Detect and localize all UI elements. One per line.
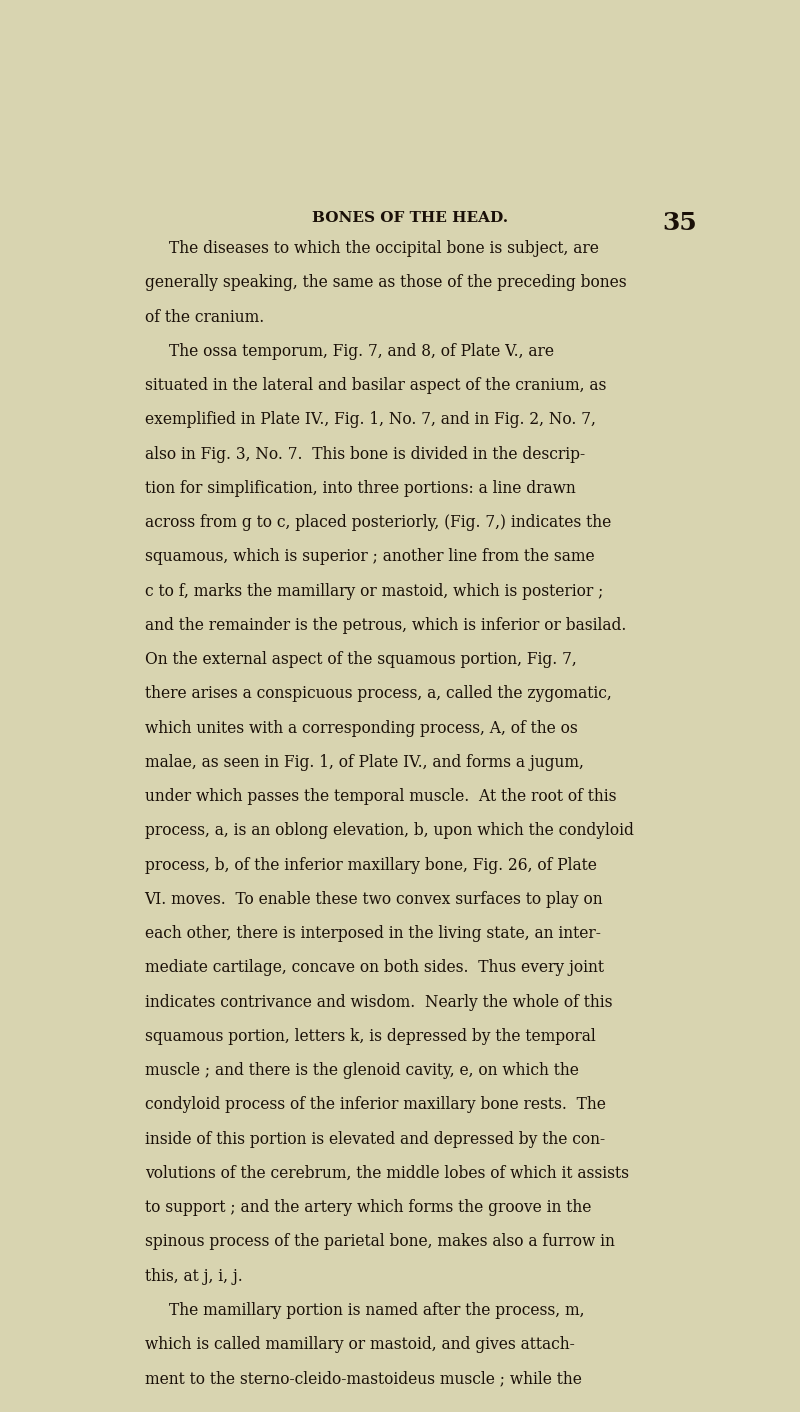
Text: inside of this portion is elevated and depressed by the con-: inside of this portion is elevated and d…	[145, 1131, 605, 1148]
Text: process, a, is an oblong elevation, b, upon which the condyloid: process, a, is an oblong elevation, b, u…	[145, 822, 634, 839]
Text: spinous process of the parietal bone, makes also a furrow in: spinous process of the parietal bone, ma…	[145, 1233, 614, 1250]
Text: situated in the lateral and basilar aspect of the cranium, as: situated in the lateral and basilar aspe…	[145, 377, 606, 394]
Text: exemplified in Plate IV., Fig. 1, No. 7, and in Fig. 2, No. 7,: exemplified in Plate IV., Fig. 1, No. 7,…	[145, 411, 595, 428]
Text: On the external aspect of the squamous portion, Fig. 7,: On the external aspect of the squamous p…	[145, 651, 576, 668]
Text: process, b, of the inferior maxillary bone, Fig. 26, of Plate: process, b, of the inferior maxillary bo…	[145, 857, 597, 874]
Text: muscle ; and there is the glenoid cavity, e, on which the: muscle ; and there is the glenoid cavity…	[145, 1062, 578, 1079]
Text: mediate cartilage, concave on both sides.  Thus every joint: mediate cartilage, concave on both sides…	[145, 959, 604, 976]
Text: there arises a conspicuous process, a, called the zygomatic,: there arises a conspicuous process, a, c…	[145, 685, 611, 702]
Text: ment to the sterno-cleido-mastoideus muscle ; while the: ment to the sterno-cleido-mastoideus mus…	[145, 1370, 582, 1388]
Text: each other, there is interposed in the living state, an inter-: each other, there is interposed in the l…	[145, 925, 601, 942]
Text: indicates contrivance and wisdom.  Nearly the whole of this: indicates contrivance and wisdom. Nearly…	[145, 994, 612, 1011]
Text: squamous portion, letters k, is depressed by the temporal: squamous portion, letters k, is depresse…	[145, 1028, 595, 1045]
Text: malae, as seen in Fig. 1, of Plate IV., and forms a jugum,: malae, as seen in Fig. 1, of Plate IV., …	[145, 754, 583, 771]
Text: generally speaking, the same as those of the preceding bones: generally speaking, the same as those of…	[145, 274, 626, 291]
Text: The ossa temporum, Fig. 7, and 8, of Plate V., are: The ossa temporum, Fig. 7, and 8, of Pla…	[170, 343, 554, 360]
Text: The diseases to which the occipital bone is subject, are: The diseases to which the occipital bone…	[170, 240, 599, 257]
Text: which unites with a corresponding process, A, of the os: which unites with a corresponding proces…	[145, 720, 578, 737]
Text: also in Fig. 3, No. 7.  This bone is divided in the descrip-: also in Fig. 3, No. 7. This bone is divi…	[145, 446, 585, 463]
Text: under which passes the temporal muscle.  At the root of this: under which passes the temporal muscle. …	[145, 788, 616, 805]
Text: volutions of the cerebrum, the middle lobes of which it assists: volutions of the cerebrum, the middle lo…	[145, 1165, 629, 1182]
Text: BONES OF THE HEAD.: BONES OF THE HEAD.	[312, 210, 508, 225]
Text: of the cranium.: of the cranium.	[145, 309, 264, 326]
Text: across from g to c, placed posteriorly, (Fig. 7,) indicates the: across from g to c, placed posteriorly, …	[145, 514, 611, 531]
Text: condyloid process of the inferior maxillary bone rests.  The: condyloid process of the inferior maxill…	[145, 1096, 606, 1113]
Text: to support ; and the artery which forms the groove in the: to support ; and the artery which forms …	[145, 1199, 591, 1216]
Text: 35: 35	[662, 210, 697, 234]
Text: this, at j, i, j.: this, at j, i, j.	[145, 1268, 242, 1285]
Text: VI. moves.  To enable these two convex surfaces to play on: VI. moves. To enable these two convex su…	[145, 891, 603, 908]
Text: c to f, marks the mamillary or mastoid, which is posterior ;: c to f, marks the mamillary or mastoid, …	[145, 583, 603, 600]
Text: squamous, which is superior ; another line from the same: squamous, which is superior ; another li…	[145, 548, 594, 565]
Text: The mamillary portion is named after the process, m,: The mamillary portion is named after the…	[170, 1302, 585, 1319]
Text: and the remainder is the petrous, which is inferior or basilad.: and the remainder is the petrous, which …	[145, 617, 626, 634]
Text: which is called mamillary or mastoid, and gives attach-: which is called mamillary or mastoid, an…	[145, 1336, 574, 1353]
Text: tion for simplification, into three portions: a line drawn: tion for simplification, into three port…	[145, 480, 575, 497]
